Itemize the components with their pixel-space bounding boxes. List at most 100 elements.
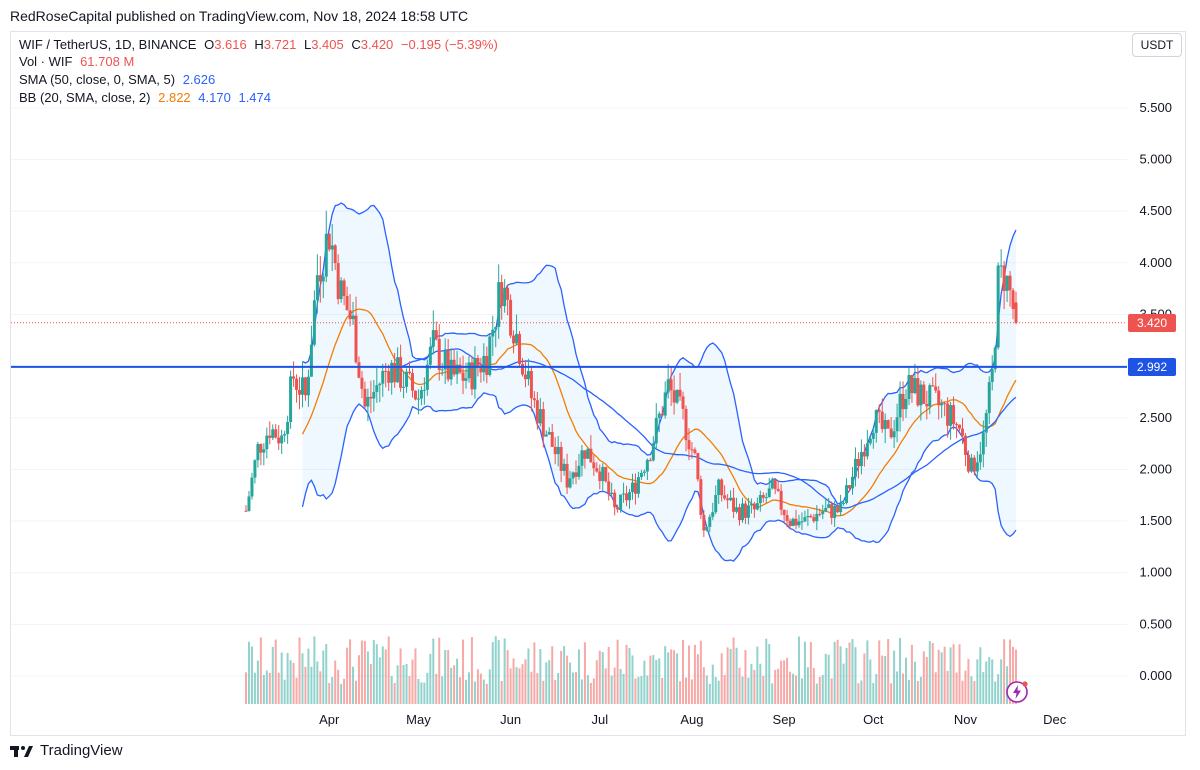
candle-body: [693, 449, 697, 454]
candle-body: [859, 451, 863, 467]
candle-body: [681, 396, 685, 409]
candle-body: [300, 377, 304, 395]
x-tick-label: Jul: [591, 712, 608, 727]
candle-body: [779, 490, 783, 510]
candle-body: [705, 526, 709, 531]
volume-bar: [625, 644, 628, 704]
volume-bar: [399, 648, 402, 704]
candle-body: [969, 457, 973, 472]
symbol-name[interactable]: WIF / TetherUS, 1D, BINANCE: [19, 37, 197, 52]
volume-bar: [991, 659, 994, 704]
volume-bar: [524, 659, 527, 704]
candle-body: [803, 517, 807, 522]
volume-bar: [435, 673, 438, 704]
volume-bar: [913, 661, 916, 704]
volume-bar: [539, 649, 542, 704]
candle-body: [743, 503, 747, 518]
candle-body: [410, 373, 414, 391]
volume-bar: [821, 675, 824, 704]
volume-bar: [363, 640, 366, 704]
volume-bar: [637, 676, 640, 704]
candle-body: [877, 410, 881, 412]
volume-bar: [649, 655, 652, 704]
volume-bar: [488, 669, 491, 704]
volume-bar: [283, 679, 286, 704]
bb-lower-value: 1.474: [238, 90, 272, 105]
candle-body: [874, 410, 878, 433]
volume-bar: [491, 642, 494, 704]
volume-bar: [795, 675, 797, 704]
x-tick-label: Jun: [500, 712, 521, 727]
volume-bar: [247, 641, 250, 704]
volume-bar: [1003, 639, 1006, 704]
candle-body: [449, 359, 453, 380]
volume-bar: [352, 666, 355, 704]
candle-body: [717, 479, 721, 495]
volume-bar: [860, 680, 863, 704]
candle-body: [889, 428, 893, 438]
candle-body: [708, 516, 712, 527]
candle-body: [384, 370, 388, 372]
horizontal-line-tag[interactable]: 2.992: [1128, 357, 1176, 376]
volume-bar: [818, 676, 821, 704]
volume-bar: [572, 672, 575, 704]
volume-bar: [893, 650, 896, 704]
volume-bar: [497, 640, 500, 704]
volume-bar: [664, 646, 667, 704]
volume-bar: [301, 653, 304, 704]
volume-bar: [634, 678, 637, 704]
candle-body: [821, 511, 825, 515]
candle-body: [422, 389, 426, 391]
candle-body: [619, 494, 623, 510]
volume-bar: [420, 682, 423, 704]
sma-label[interactable]: SMA (50, close, 0, SMA, 5): [19, 72, 176, 87]
volume-bar: [459, 677, 462, 704]
volume-bar: [890, 683, 893, 704]
candle-body: [791, 518, 795, 526]
volume-bar: [970, 676, 973, 704]
candle-body: [485, 355, 489, 375]
candle-body: [952, 405, 956, 425]
volume-bar: [976, 659, 979, 704]
candle-body: [550, 431, 554, 447]
volume-bar: [907, 679, 910, 704]
volume-bar: [548, 660, 551, 704]
volume-bar: [393, 682, 396, 704]
candle-body: [812, 517, 816, 522]
volume-label[interactable]: Vol · WIF: [19, 54, 73, 69]
volume-bar: [369, 664, 372, 704]
candle-body: [538, 409, 542, 424]
currency-button[interactable]: USDT: [1132, 33, 1182, 57]
candle-body: [633, 482, 637, 494]
bb-label[interactable]: BB (20, SMA, close, 2): [19, 90, 151, 105]
lightning-icon[interactable]: [1006, 681, 1028, 703]
bb-lower-line: [301, 392, 1017, 562]
high-value: 3.721: [263, 37, 297, 52]
volume-bar: [465, 679, 467, 704]
volume-bar: [334, 660, 337, 704]
volume-bar: [265, 670, 268, 704]
candle-body: [675, 389, 679, 403]
volume-bar: [595, 660, 598, 704]
candle-body: [729, 497, 733, 501]
volume-bar: [979, 647, 982, 704]
volume-bar: [708, 683, 711, 704]
brand-text: TradingView: [40, 742, 123, 759]
change-value: −0.195 (−5.39%): [400, 37, 498, 52]
candle-body: [931, 385, 935, 387]
volume-bar: [905, 657, 907, 704]
footer-brand[interactable]: TradingView: [10, 742, 123, 759]
open-label: O: [204, 37, 215, 52]
volume-bar: [569, 662, 572, 704]
volume-bar: [881, 655, 884, 704]
volume-bar: [836, 639, 839, 704]
volume-bar: [527, 648, 530, 704]
volume-bar: [934, 672, 937, 704]
candle-body: [598, 471, 602, 482]
volume-bar: [601, 652, 604, 704]
volume-bar: [390, 675, 393, 704]
volume-bar: [554, 679, 557, 704]
volume-bar: [545, 662, 548, 704]
volume-bar: [931, 642, 934, 704]
